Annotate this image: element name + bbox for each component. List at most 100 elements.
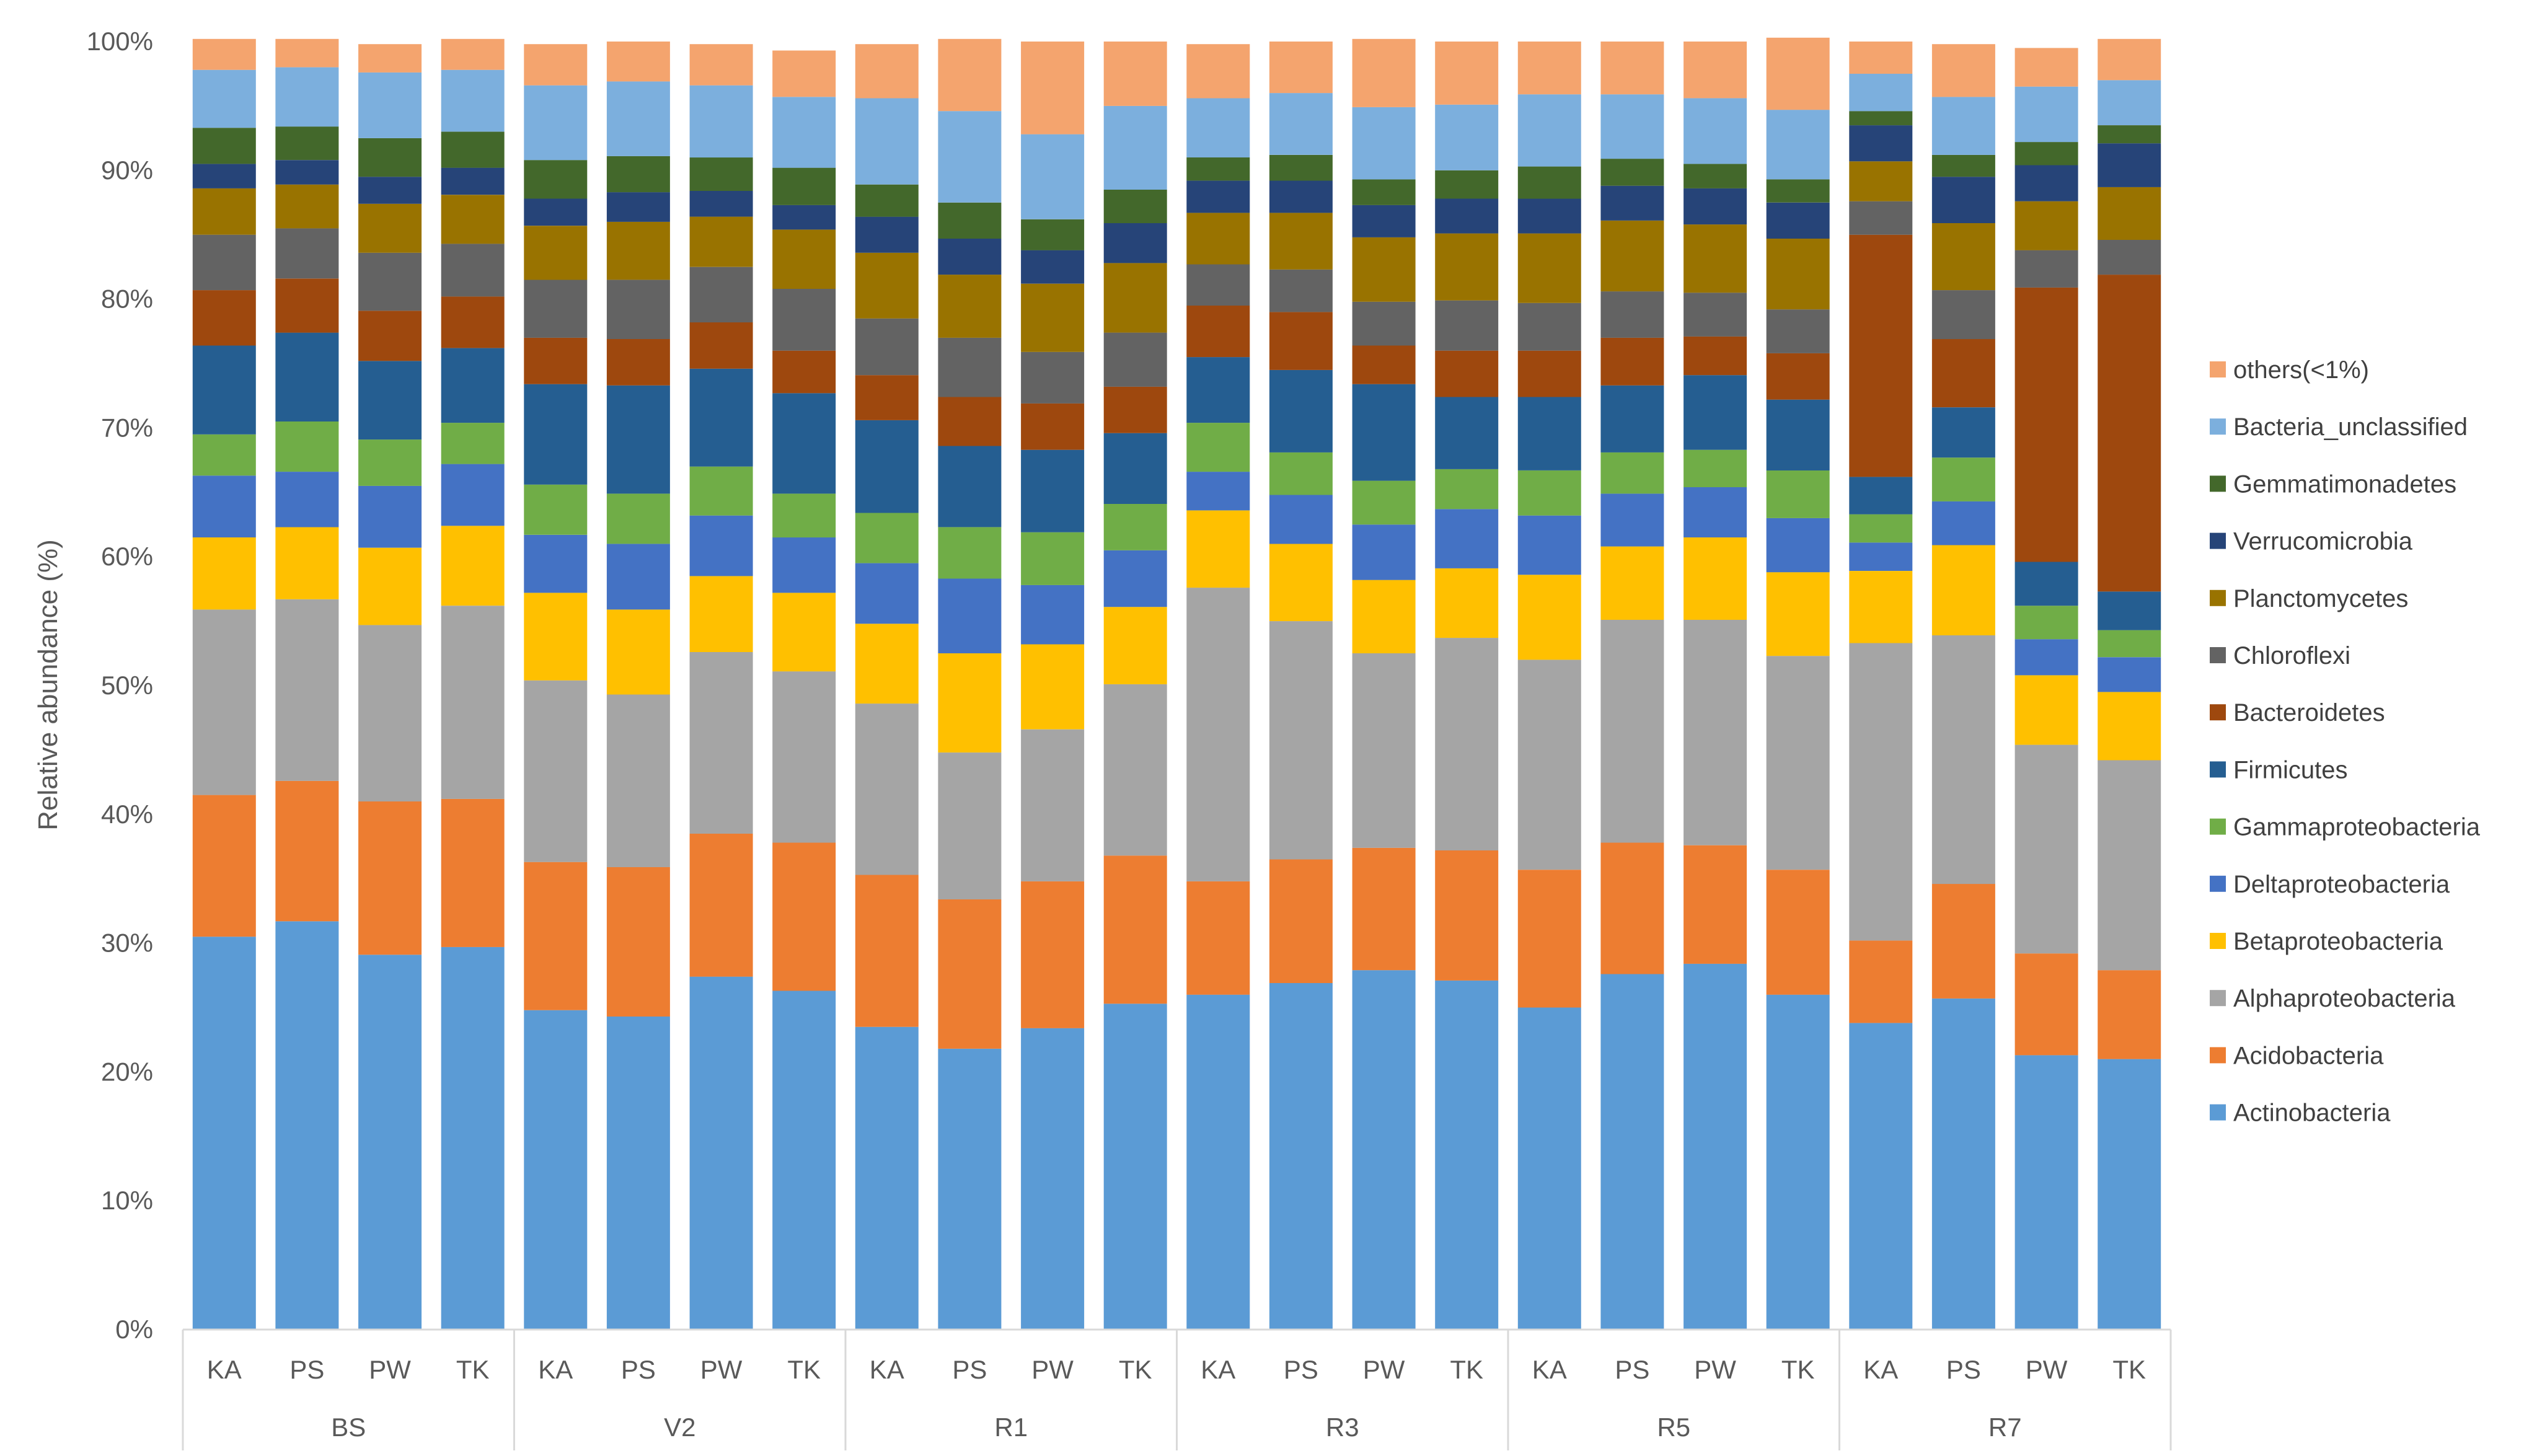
bar-segment-verrucomicrobia (1186, 180, 1250, 213)
bar-segment-bacteria-unclassified (1600, 94, 1664, 159)
x-category-label: KA (1532, 1355, 1567, 1384)
x-category-label: TK (456, 1355, 490, 1384)
legend-swatch (2210, 875, 2226, 892)
bars-area (192, 37, 2161, 1330)
bar-segment-acidobacteria (1435, 850, 1499, 981)
bar-segment-others-1 (1021, 42, 1085, 135)
bar-segment-planctomycetes (1849, 161, 1913, 201)
x-group-label: R3 (1326, 1413, 1359, 1442)
x-category-label: PS (1615, 1355, 1649, 1384)
bar-segment-gammaproteobacteria (1517, 470, 1581, 516)
bar-segment-gemmatimonadetes (1683, 164, 1747, 188)
bar-segment-betaproteobacteria (524, 593, 588, 681)
legend-label: Verrucomicrobia (2233, 528, 2413, 555)
bar-segment-firmicutes (1600, 385, 1664, 452)
bar-segment-gemmatimonadetes (1103, 190, 1167, 223)
bar-segment-chloroflexi (441, 244, 505, 297)
bar-segment-deltaproteobacteria (524, 534, 588, 593)
bar-segment-deltaproteobacteria (441, 464, 505, 526)
bar-segment-alphaproteobacteria (275, 599, 339, 781)
x-category-label: PS (289, 1355, 324, 1384)
bar-segment-gammaproteobacteria (1683, 449, 1747, 487)
bar-segment-gammaproteobacteria (1766, 470, 1830, 518)
bar-segment-acidobacteria (441, 798, 505, 947)
bar-segment-alphaproteobacteria (1021, 729, 1085, 881)
bar-segment-planctomycetes (441, 195, 505, 244)
x-category-label: TK (787, 1355, 821, 1384)
legend-swatch (2210, 933, 2226, 949)
bar-segment-alphaproteobacteria (524, 680, 588, 862)
bar-segment-bacteria-unclassified (1186, 98, 1250, 157)
legend-label: Gammaproteobacteria (2233, 814, 2481, 841)
bar-segment-betaproteobacteria (2014, 675, 2078, 745)
x-category-label: PW (369, 1355, 411, 1384)
bar-segment-chloroflexi (2098, 240, 2161, 275)
legend-swatch (2210, 532, 2226, 549)
bar-segment-chloroflexi (1352, 301, 1416, 346)
bar-segment-deltaproteobacteria (1435, 509, 1499, 568)
x-axis: KA PS PW TK KA PS PW TK KA PS PW TK KA PS PW TK KA PS PW TK… (182, 1328, 2172, 1450)
x-category-label: KA (538, 1355, 573, 1384)
bar-segment-chloroflexi (1269, 269, 1333, 312)
bar-segment-alphaproteobacteria (606, 694, 670, 867)
bar-segment-actinobacteria (358, 955, 422, 1330)
bar-segment-bacteria-unclassified (1103, 105, 1167, 190)
bar-segment-betaproteobacteria (689, 576, 753, 652)
bar-segment-bacteroidetes (1849, 234, 1913, 477)
bar-segment-actinobacteria (1352, 970, 1416, 1330)
bar-segment-gemmatimonadetes (606, 156, 670, 193)
y-tick-label: 50% (101, 671, 153, 700)
bar-segment-deltaproteobacteria (1352, 524, 1416, 580)
bar-segment-verrucomicrobia (1269, 180, 1333, 213)
bar-segment-firmicutes (1435, 397, 1499, 469)
bar-segment-deltaproteobacteria (1600, 493, 1664, 547)
bar-segment-firmicutes (358, 361, 422, 440)
bar-segment-bacteroidetes (1269, 312, 1333, 370)
bar-segment-bacteroidetes (772, 350, 836, 394)
bar-segment-gammaproteobacteria (1352, 480, 1416, 525)
bar-segment-deltaproteobacteria (772, 537, 836, 593)
bar-segment-planctomycetes (689, 216, 753, 267)
y-tick-label: 0% (115, 1315, 153, 1344)
bar-segment-bacteria-unclassified (192, 69, 256, 128)
bar-segment-gammaproteobacteria (192, 434, 256, 476)
bar-segment-gammaproteobacteria (1600, 452, 1664, 494)
bar-segment-bacteroidetes (1435, 350, 1499, 397)
bar-segment-gammaproteobacteria (1103, 504, 1167, 550)
bar-segment-bacteria-unclassified (1849, 74, 1913, 112)
bar-segment-gammaproteobacteria (441, 423, 505, 464)
bar-segment-bacteroidetes (441, 296, 505, 348)
bar-segment-firmicutes (689, 368, 753, 467)
bar-segment-deltaproteobacteria (938, 578, 1002, 653)
bar-segment-verrucomicrobia (1931, 177, 1995, 223)
x-category-label: TK (2112, 1355, 2146, 1384)
legend-swatch (2210, 761, 2226, 778)
y-tick-label: 70% (101, 413, 153, 442)
bar-segment-alphaproteobacteria (2098, 760, 2161, 971)
bar-segment-chloroflexi (1683, 293, 1747, 337)
bar-segment-betaproteobacteria (1849, 571, 1913, 643)
bar-segment-acidobacteria (1269, 859, 1333, 983)
bar-segment-gemmatimonadetes (1600, 159, 1664, 186)
bar-segment-betaproteobacteria (192, 537, 256, 610)
bar-segment-alphaproteobacteria (1186, 588, 1250, 881)
bar-segment-firmicutes (1021, 449, 1085, 532)
bar-segment-others-1 (1186, 44, 1250, 99)
legend-label: Planctomycetes (2233, 585, 2408, 612)
legend-label: Gemmatimonadetes (2233, 470, 2456, 498)
x-category-label: KA (870, 1355, 904, 1384)
bar-segment-gemmatimonadetes (1435, 170, 1499, 199)
bar-segment-others-1 (1849, 42, 1913, 74)
bar-segment-gammaproteobacteria (2014, 606, 2078, 640)
x-category-label: PS (1284, 1355, 1318, 1384)
bar-segment-firmicutes (1352, 384, 1416, 481)
y-axis-title: Relative abundance (%) (33, 539, 63, 831)
bar-segment-actinobacteria (1766, 994, 1830, 1330)
bar-segment-gemmatimonadetes (938, 202, 1002, 239)
bar-segment-planctomycetes (1600, 220, 1664, 292)
bar-segment-gemmatimonadetes (524, 160, 588, 199)
bar-segment-alphaproteobacteria (1600, 620, 1664, 843)
bar-segment-betaproteobacteria (1931, 545, 1995, 635)
bar-segment-gemmatimonadetes (689, 157, 753, 191)
bar-segment-others-1 (441, 38, 505, 70)
